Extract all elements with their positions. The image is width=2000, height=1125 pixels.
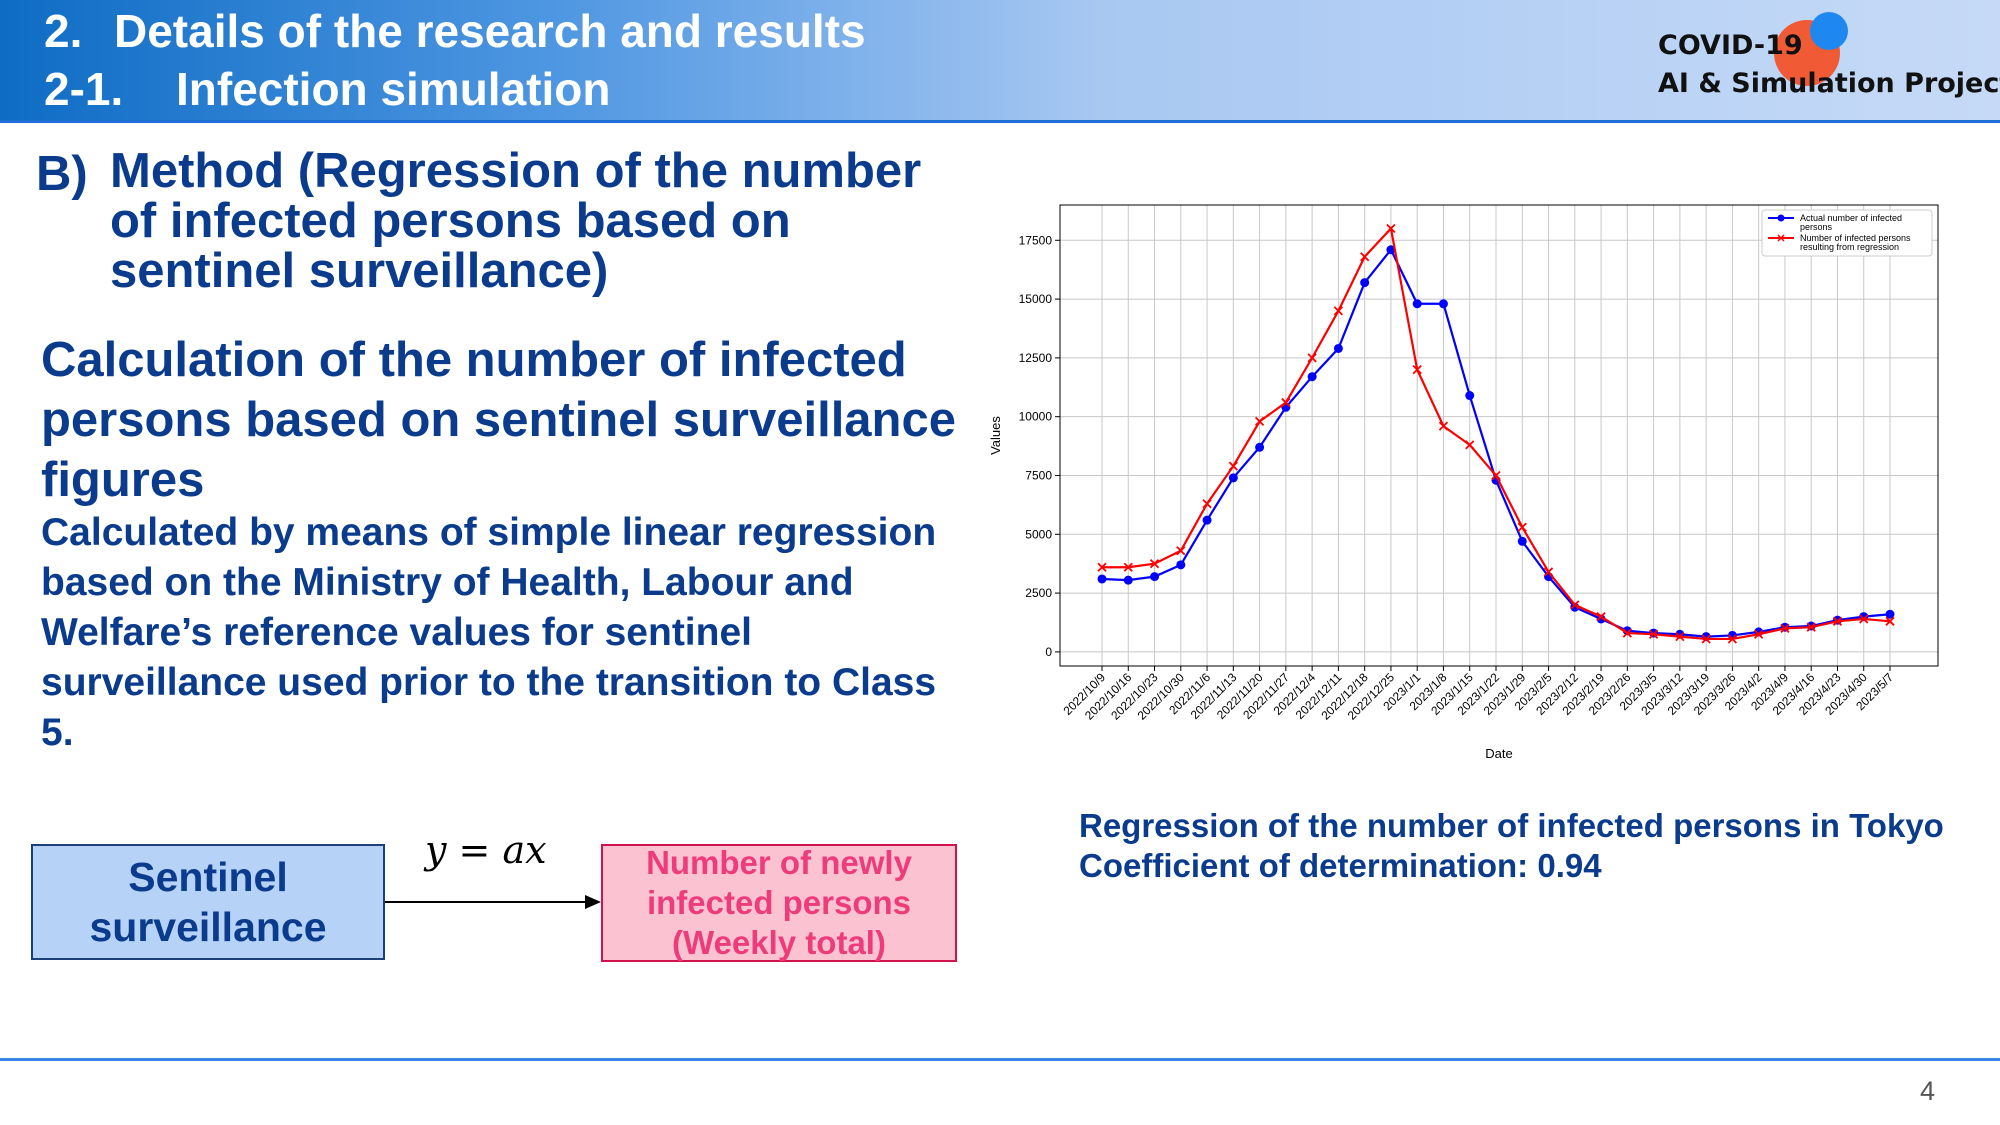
- infected-persons-label: Number of newly infected persons (Weekly…: [646, 844, 912, 961]
- regression-formula: y = ax: [425, 828, 547, 872]
- legend-marker: [1777, 234, 1785, 242]
- regression-data-point: [1648, 629, 1659, 639]
- infected-persons-box: Number of newly infected persons (Weekly…: [601, 844, 957, 962]
- actual-data-point: [1202, 515, 1212, 525]
- y-tick-label: 17500: [1019, 233, 1053, 247]
- regression-data-point: [1149, 559, 1160, 569]
- calculation-heading: Calculation of the number of infected pe…: [41, 333, 956, 507]
- sentinel-surveillance-label: Sentinel surveillance: [89, 854, 327, 950]
- regression-data-point: [1517, 522, 1527, 532]
- section-number: 2.: [44, 5, 83, 57]
- arrow-right-icon: [385, 895, 601, 909]
- logo-text-covid: COVID-19: [1658, 30, 1803, 61]
- regression-data-point: [1176, 546, 1186, 556]
- section-title: 2. Details of the research and results: [44, 4, 866, 58]
- regression-data-point: [1254, 416, 1265, 427]
- chart-caption: Regression of the number of infected per…: [1079, 806, 1979, 886]
- regression-data-point: [1885, 616, 1895, 626]
- y-tick-label: 15000: [1019, 292, 1053, 306]
- regression-data-point: [1859, 614, 1869, 624]
- regression-data-point: [1386, 223, 1396, 234]
- actual-data-point: [1176, 560, 1186, 570]
- slide-header: [0, 0, 2000, 120]
- y-tick-label: 2500: [1025, 586, 1052, 600]
- header-divider: [0, 120, 2000, 123]
- calculation-description: Calculated by means of simple linear reg…: [41, 511, 937, 754]
- y-tick-label: 7500: [1025, 468, 1052, 482]
- regression-data-point: [1675, 631, 1685, 642]
- regression-data-point: [1307, 353, 1317, 363]
- actual-data-point: [1517, 536, 1527, 546]
- regression-data-point: [1228, 461, 1238, 471]
- y-tick-label: 10000: [1019, 410, 1053, 424]
- actual-data-point: [1360, 278, 1370, 288]
- y-tick-label: 0: [1045, 645, 1052, 659]
- regression-data-point: [1701, 634, 1711, 644]
- regression-line-chart: 0250050007500100001250015000175002022/10…: [988, 204, 1939, 761]
- chart-legend: [1761, 209, 1933, 257]
- legend-marker: [1777, 214, 1785, 222]
- regression-data-point: [1570, 600, 1580, 610]
- section-title-text: Details of the research and results: [114, 5, 866, 57]
- actual-data-point: [1885, 609, 1895, 619]
- x-axis-label: Date: [1485, 746, 1512, 761]
- regression-data-point: [1491, 470, 1501, 481]
- regression-data-point: [1202, 499, 1212, 509]
- regression-data-point: [1727, 634, 1738, 644]
- regression-data-point: [1754, 629, 1764, 639]
- actual-data-point: [1333, 343, 1343, 353]
- y-tick-label: 12500: [1019, 351, 1053, 365]
- chart-plot-area: [1059, 204, 1939, 667]
- actual-data-point: [1438, 299, 1448, 309]
- y-tick-label: 5000: [1025, 527, 1052, 541]
- page-number: 4: [1920, 1076, 1936, 1106]
- regression-data-point: [1123, 562, 1133, 572]
- regression-data-point: [1465, 440, 1475, 450]
- subsection-number: 2-1.: [44, 63, 124, 115]
- logo-text-project: AI & Simulation Project: [1658, 68, 2000, 99]
- regression-data-point: [1412, 365, 1422, 375]
- regression-data-point: [1596, 611, 1606, 622]
- legend-entry: Number of infected persons resulting from…: [1800, 233, 1911, 252]
- regression-data-point: [1543, 567, 1554, 577]
- regression-data-point: [1360, 252, 1370, 262]
- logo-blue-circle-icon: [1810, 12, 1848, 50]
- actual-data-point: [1097, 574, 1107, 584]
- actual-data-point: [1386, 245, 1396, 255]
- actual-data-point: [1150, 572, 1160, 582]
- subsection-title-text: Infection simulation: [176, 63, 611, 115]
- y-axis-label: Values: [988, 416, 1003, 455]
- actual-data-point: [1412, 299, 1422, 309]
- actual-data-point: [1465, 391, 1475, 401]
- actual-data-point: [1228, 473, 1238, 483]
- actual-data-point: [1123, 575, 1133, 585]
- subsection-title: 2-1. Infection simulation: [44, 62, 610, 116]
- actual-data-point: [1255, 442, 1265, 452]
- regression-data-point: [1780, 623, 1790, 634]
- regression-data-point: [1438, 421, 1449, 431]
- actual-data-point: [1307, 372, 1317, 382]
- regression-data-point: [1281, 397, 1291, 408]
- chart-caption-title: Regression of the number of infected per…: [1079, 807, 1944, 844]
- method-label: B): [36, 147, 88, 201]
- legend-entry: Actual number of infected persons: [1800, 213, 1902, 232]
- regression-data-point: [1622, 628, 1632, 638]
- regression-data-point: [1806, 622, 1816, 632]
- regression-data-point: [1832, 616, 1843, 626]
- regression-data-point: [1333, 306, 1344, 316]
- method-heading: Method (Regression of the number of infe…: [110, 144, 922, 298]
- chart-caption-coefficient: Coefficient of determination: 0.94: [1079, 847, 1602, 884]
- footer-divider: [0, 1058, 2000, 1061]
- regression-data-point: [1097, 562, 1107, 572]
- sentinel-surveillance-box: Sentinel surveillance: [31, 844, 385, 960]
